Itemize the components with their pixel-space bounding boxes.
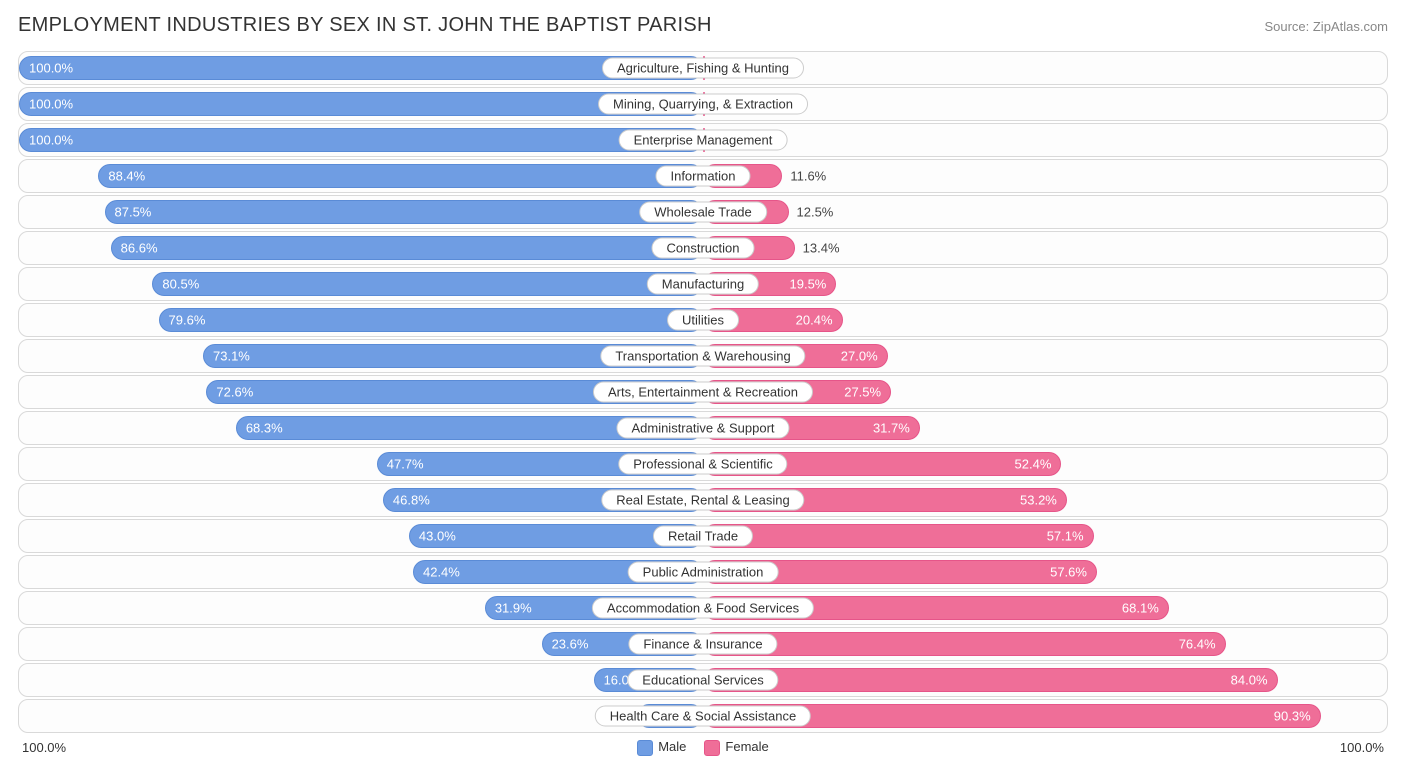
male-value-label: 43.0% [419,529,456,544]
legend: Male Female [637,739,769,756]
female-value-label: 19.5% [790,277,827,292]
category-pill: Administrative & Support [616,418,789,439]
female-value-label: 53.2% [1020,493,1057,508]
chart-row: 80.5% 19.5% Manufacturing [18,267,1388,301]
category-pill: Wholesale Trade [639,202,767,223]
chart-area: 100.0%0.0%Agriculture, Fishing & Hunting… [18,51,1388,733]
male-value-label: 73.1% [213,349,250,364]
female-value-label: 76.4% [1179,637,1216,652]
source-label: Source: ZipAtlas.com [1264,19,1388,34]
male-bar [98,164,703,188]
male-swatch-icon [637,740,653,756]
male-value-label: 86.6% [121,241,158,256]
axis-left-label: 100.0% [22,740,66,755]
female-bar [703,632,1226,656]
legend-male: Male [637,739,686,756]
female-value-label: 52.4% [1015,457,1052,472]
category-pill: Construction [652,238,755,259]
category-pill: Accommodation & Food Services [592,598,814,619]
chart-row: 88.4% 11.6% Information [18,159,1388,193]
category-pill: Public Administration [628,562,779,583]
female-value-label: 57.1% [1047,529,1084,544]
category-pill: Finance & Insurance [628,634,777,655]
category-pill: Professional & Scientific [618,454,787,475]
chart-title: EMPLOYMENT INDUSTRIES BY SEX IN ST. JOHN… [18,14,712,37]
female-value-label: 68.1% [1122,601,1159,616]
category-pill: Enterprise Management [619,130,788,151]
female-bar [703,668,1278,692]
male-value-label: 87.5% [115,205,152,220]
header: EMPLOYMENT INDUSTRIES BY SEX IN ST. JOHN… [18,14,1388,37]
category-pill: Transportation & Warehousing [600,346,805,367]
male-value-label: 23.6% [552,637,589,652]
male-value-label: 80.5% [162,277,199,292]
female-value-label: 31.7% [873,421,910,436]
male-bar [105,200,704,224]
chart-row: 68.3% 31.7% Administrative & Support [18,411,1388,445]
male-value-label: 31.9% [495,601,532,616]
male-value-label: 100.0% [29,133,73,148]
chart-row: 79.6% 20.4% Utilities [18,303,1388,337]
male-value-label: 100.0% [29,61,73,76]
axis-right-label: 100.0% [1340,740,1384,755]
male-value-label: 47.7% [387,457,424,472]
chart-row: 16.0%84.0%Educational Services [18,663,1388,697]
male-value-label: 100.0% [29,97,73,112]
male-value-label: 46.8% [393,493,430,508]
category-pill: Manufacturing [647,274,759,295]
chart-row: 42.4% 57.6% Public Administration [18,555,1388,589]
male-value-label: 68.3% [246,421,283,436]
chart-row: 47.7% 52.4% Professional & Scientific [18,447,1388,481]
legend-female: Female [704,739,768,756]
chart-row: 31.9% 68.1% Accommodation & Food Services [18,591,1388,625]
male-bar [152,272,703,296]
female-value-label: 84.0% [1231,673,1268,688]
category-pill: Real Estate, Rental & Leasing [601,490,804,511]
legend-male-label: Male [658,739,686,754]
female-value-label: 13.4% [803,241,840,256]
chart-row: 100.0%0.0%Enterprise Management [18,123,1388,157]
legend-female-label: Female [725,739,768,754]
category-pill: Mining, Quarrying, & Extraction [598,94,808,115]
female-swatch-icon [704,740,720,756]
category-pill: Arts, Entertainment & Recreation [593,382,813,403]
female-value-label: 27.5% [844,385,881,400]
male-bar [19,128,703,152]
chart-row: 72.6% 27.5% Arts, Entertainment & Recreati… [18,375,1388,409]
category-pill: Agriculture, Fishing & Hunting [602,58,804,79]
female-value-label: 12.5% [797,205,834,220]
axis-row: 100.0% Male Female 100.0% [18,739,1388,756]
female-value-label: 11.6% [790,169,826,184]
male-bar [19,56,703,80]
male-value-label: 42.4% [423,565,460,580]
chart-row: 46.8% 53.2% Real Estate, Rental & Leasing [18,483,1388,517]
female-value-label: 20.4% [796,313,833,328]
chart-row: 43.0% 57.1% Retail Trade [18,519,1388,553]
male-value-label: 88.4% [108,169,145,184]
female-value-label: 90.3% [1274,709,1311,724]
chart-row: 73.1% 27.0% Transportation & Warehousing [18,339,1388,373]
category-pill: Utilities [667,310,739,331]
female-value-label: 57.6% [1050,565,1087,580]
female-value-label: 27.0% [841,349,878,364]
chart-row: 100.0%0.0%Agriculture, Fishing & Hunting [18,51,1388,85]
category-pill: Information [655,166,750,187]
category-pill: Health Care & Social Assistance [595,706,811,727]
chart-row: 86.6% 13.4% Construction [18,231,1388,265]
male-bar [111,236,703,260]
male-value-label: 72.6% [216,385,253,400]
female-bar [703,524,1094,548]
chart-row: 100.0%0.0%Mining, Quarrying, & Extractio… [18,87,1388,121]
category-pill: Educational Services [627,670,778,691]
chart-row: 23.6% 76.4% Finance & Insurance [18,627,1388,661]
category-pill: Retail Trade [653,526,753,547]
male-bar [159,308,703,332]
chart-row: 87.5% 12.5% Wholesale Trade [18,195,1388,229]
chart-row: 9.7%90.3%Health Care & Social Assistance [18,699,1388,733]
male-value-label: 79.6% [169,313,206,328]
